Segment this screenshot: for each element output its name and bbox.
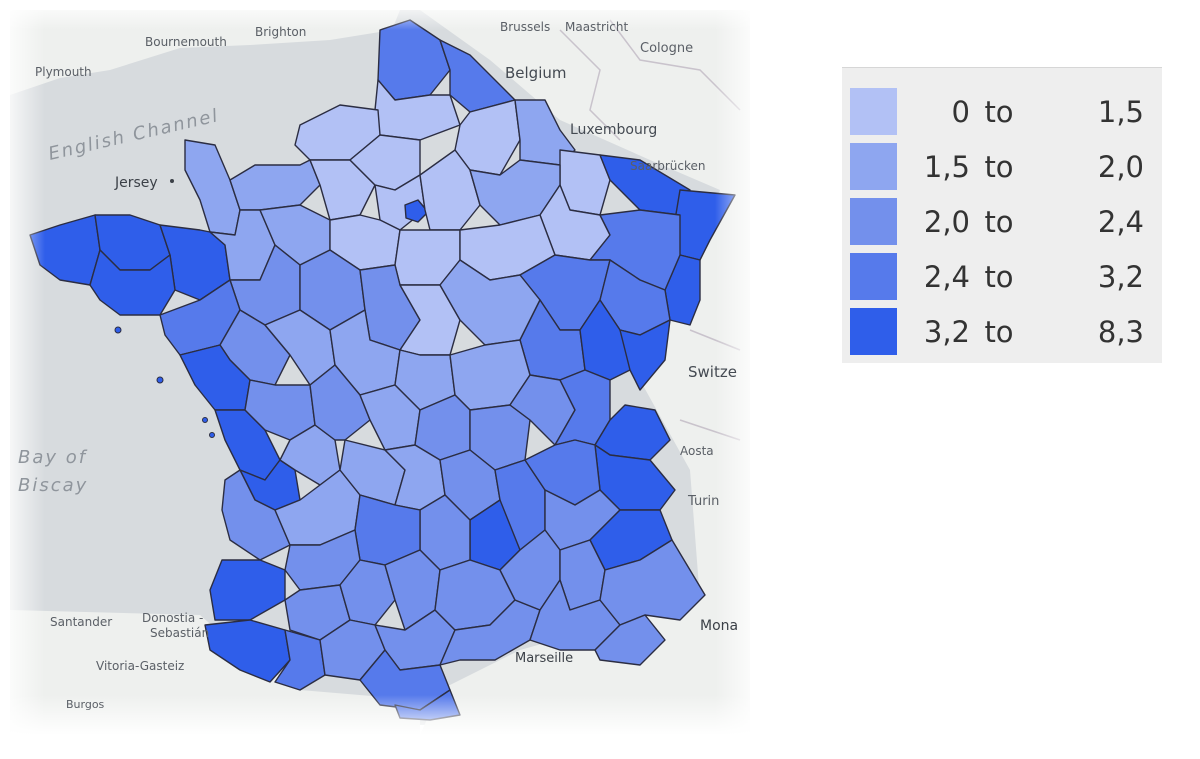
label-bournemouth: Bournemouth — [145, 35, 227, 49]
choropleth-map[interactable]: Plymouth Bournemouth Brighton Brussels M… — [0, 0, 760, 735]
map-canvas: Plymouth Bournemouth Brighton Brussels M… — [0, 0, 760, 735]
legend-min: 0 — [951, 95, 970, 129]
region[interactable] — [89, 249, 176, 316]
label-marseille: Marseille — [515, 651, 573, 666]
region[interactable] — [619, 319, 671, 391]
legend-swatch — [850, 253, 897, 300]
legend-item: 2,4 to 3,2 — [842, 247, 1162, 301]
regions — [29, 19, 736, 721]
island — [156, 376, 164, 384]
region[interactable] — [594, 614, 666, 666]
region[interactable] — [209, 559, 286, 621]
label-bay-of-biscay-1: Bay of — [18, 447, 88, 468]
legend-to: to — [984, 95, 1014, 129]
label-vitoria: Vitoria-Gasteiz — [96, 659, 184, 673]
legend-item: 0 to 1,5 — [842, 82, 1162, 136]
legend-item: 1,5 to 2,0 — [842, 137, 1162, 191]
legend-swatch — [850, 88, 897, 135]
label-donostia: Donostia - — [142, 611, 203, 625]
legend-item: 3,2 to 8,3 — [842, 302, 1162, 356]
legend-to: to — [984, 205, 1014, 239]
legend-min: 2,4 — [923, 260, 970, 294]
fade-left — [0, 0, 45, 735]
label-switzerland: Switze — [688, 363, 737, 381]
legend-to: to — [984, 315, 1014, 349]
label-bay-of-biscay-2: Biscay — [18, 475, 88, 496]
legend-swatch — [850, 308, 897, 355]
legend-max: 1,5 — [1097, 95, 1144, 129]
legend-swatch — [850, 198, 897, 245]
legend-to: to — [984, 260, 1014, 294]
label-monaco: Mona — [700, 618, 738, 634]
region[interactable] — [309, 364, 371, 441]
island — [114, 326, 122, 334]
legend-min: 1,5 — [923, 150, 970, 184]
region-paris[interactable] — [404, 199, 429, 223]
legend-item: 2,0 to 2,4 — [842, 192, 1162, 246]
legend-max: 8,3 — [1097, 315, 1144, 349]
fade-bottom — [0, 695, 760, 735]
label-sebastian: Sebastián — [150, 626, 209, 640]
label-turin: Turin — [687, 494, 719, 509]
island — [209, 432, 215, 438]
label-plymouth: Plymouth — [35, 65, 92, 79]
legend-swatch — [850, 143, 897, 190]
label-cologne: Cologne — [640, 41, 693, 56]
legend-max: 2,0 — [1097, 150, 1144, 184]
fade-right — [715, 0, 760, 735]
uk-land — [10, 10, 400, 95]
label-jersey: Jersey — [114, 175, 158, 191]
legend-max: 3,2 — [1097, 260, 1144, 294]
island — [202, 417, 208, 423]
region[interactable] — [599, 539, 706, 626]
legend-min: 2,0 — [923, 205, 970, 239]
legend-to: to — [984, 150, 1014, 184]
label-maastricht: Maastricht — [565, 20, 628, 34]
neighbour-border — [559, 29, 621, 141]
label-brighton: Brighton — [255, 25, 306, 39]
label-aosta: Aosta — [680, 444, 714, 458]
fade-top — [0, 0, 760, 30]
city-dot — [170, 179, 174, 183]
label-brussels: Brussels — [500, 20, 550, 34]
legend-min: 3,2 — [923, 315, 970, 349]
region[interactable] — [204, 619, 291, 683]
label-santander: Santander — [50, 615, 112, 629]
label-belgium: Belgium — [505, 64, 567, 82]
label-burgos: Burgos — [66, 698, 105, 711]
label-luxembourg: Luxembourg — [570, 122, 657, 138]
region[interactable] — [419, 149, 481, 231]
label-saarbrucken: Saarbrücken — [630, 159, 706, 173]
map-legend: 0 to 1,5 1,5 to 2,0 2,0 to 2,4 2,4 to 3,… — [842, 67, 1162, 363]
legend-max: 2,4 — [1097, 205, 1144, 239]
